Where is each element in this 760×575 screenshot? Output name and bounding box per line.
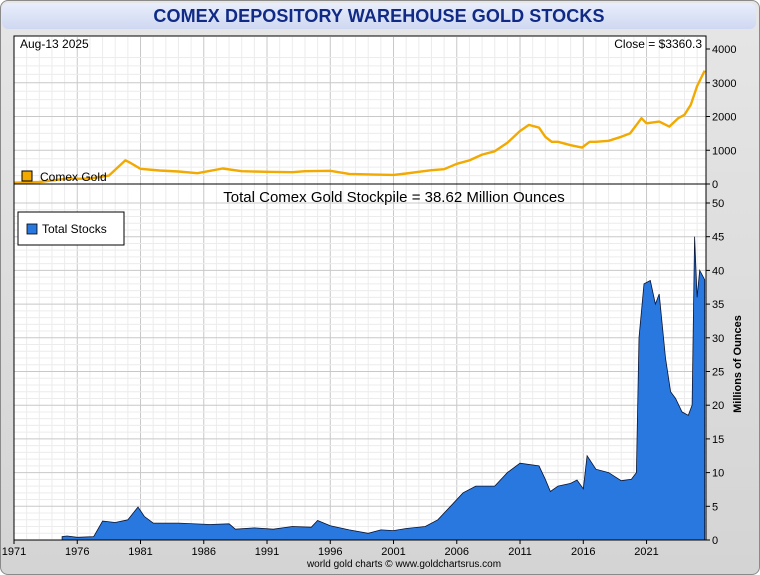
stocks-y-tick-label: 30 (712, 333, 724, 345)
x-tick-label: 1996 (318, 546, 342, 558)
gold-y-tick-label: 3000 (712, 78, 736, 90)
x-tick-label: 1971 (2, 546, 26, 558)
plot-area (13, 35, 707, 541)
gold-y-axis: 0 1000 2000 3000 4000 (706, 44, 736, 191)
grid (14, 37, 706, 539)
x-tick-label: 2021 (634, 546, 658, 558)
gold-y-tick-label: 0 (712, 179, 718, 191)
stocks-y-tick-label: 25 (712, 367, 724, 379)
stocks-y-tick-label: 0 (712, 535, 718, 547)
gold-y-tick-label: 1000 (712, 145, 736, 157)
stocks-area (61, 236, 706, 541)
stocks-legend: Total Stocks (17, 211, 125, 246)
page-title: COMEX DEPOSITORY WAREHOUSE GOLD STOCKS (153, 5, 605, 26)
x-tick-label: 1991 (255, 546, 279, 558)
stocks-y-tick-label: 15 (712, 434, 724, 446)
x-axis: 1971 1976 1981 1986 1991 1996 2001 2006 2011 2016… (2, 540, 659, 558)
gold-legend-swatch (21, 170, 33, 182)
gold-price-line (13, 70, 706, 184)
stocks-y-axis-label: Millions of Ounces (732, 315, 744, 413)
footer-credit: world gold charts © www.goldchartsrus.co… (306, 559, 501, 570)
stocks-y-tick-label: 45 (712, 232, 724, 244)
stocks-y-tick-label: 5 (712, 501, 718, 513)
stocks-y-axis: 0 5 10 15 20 25 30 35 40 45 50 (706, 198, 724, 547)
stocks-y-tick-label: 10 (712, 468, 724, 480)
gold-legend: Comex Gold (21, 170, 107, 184)
x-tick-label: 2011 (508, 546, 532, 558)
x-tick-label: 2006 (445, 546, 469, 558)
x-tick-label: 1986 (192, 546, 216, 558)
gold-legend-label: Comex Gold (40, 170, 107, 184)
title-bar: COMEX DEPOSITORY WAREHOUSE GOLD STOCKS (2, 3, 756, 29)
stocks-y-tick-label: 40 (712, 265, 724, 277)
x-tick-label: 2001 (381, 546, 405, 558)
stocks-legend-label: Total Stocks (42, 222, 107, 236)
stocks-y-tick-label: 20 (712, 400, 724, 412)
gold-y-tick-label: 2000 (712, 112, 736, 124)
x-tick-label: 1976 (65, 546, 89, 558)
gold-y-tick-label: 4000 (712, 44, 736, 56)
stocks-y-tick-label: 50 (712, 198, 724, 210)
close-label: Close = $3360.3 (614, 37, 702, 51)
date-label: Aug-13 2025 (20, 37, 89, 51)
stocks-chart-title: Total Comex Gold Stockpile = 38.62 Milli… (223, 189, 564, 206)
stocks-y-tick-label: 35 (712, 299, 724, 311)
plot-border (13, 35, 707, 541)
x-tick-label: 2016 (571, 546, 595, 558)
x-tick-label: 1981 (128, 546, 152, 558)
stocks-legend-swatch (26, 223, 38, 235)
